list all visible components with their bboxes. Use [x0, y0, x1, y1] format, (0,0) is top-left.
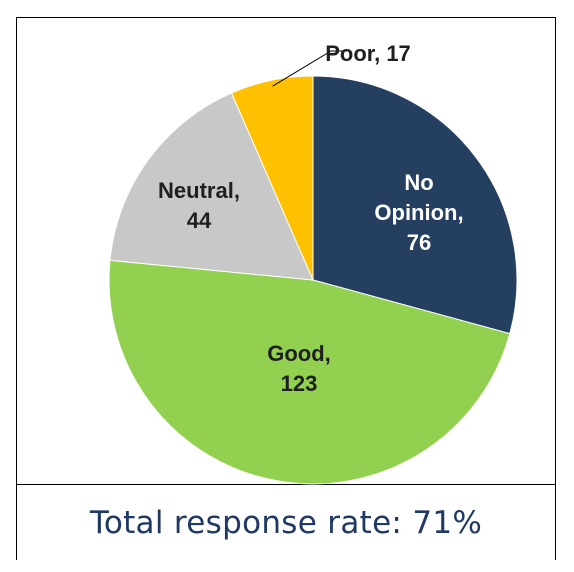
- chart-frame: No Opinion, 76 Good, 123 Neutral, 44 Poor, 17: [16, 17, 556, 485]
- response-rate-caption: Total response rate: 71%: [90, 505, 482, 541]
- caption-box: Total response rate: 71%: [16, 485, 556, 560]
- data-label-poor: Poor, 17: [325, 41, 411, 66]
